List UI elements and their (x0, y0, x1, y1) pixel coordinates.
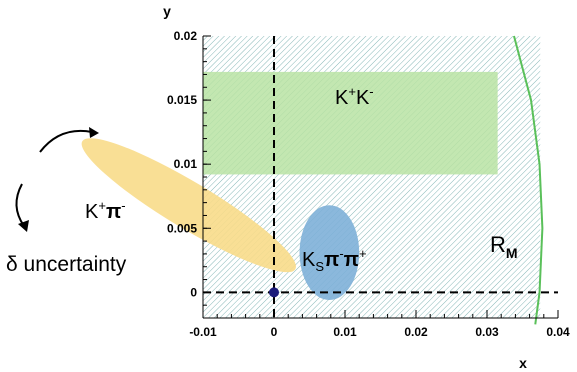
y-tick-label: 0.005 (167, 221, 197, 235)
y-tick-label: 0.01 (174, 157, 198, 171)
uncertainty-label: δ uncertainty (6, 253, 127, 276)
x-tick-label: 0.03 (475, 325, 499, 339)
rotation-arrow-left (15, 183, 25, 227)
rm-label: RM (490, 232, 518, 261)
rotation-arrow-left-head (18, 220, 29, 232)
y-tick-label: 0.015 (167, 93, 197, 107)
y-tick-label: 0 (190, 285, 197, 299)
x-tick-label: 0.02 (404, 325, 428, 339)
x-tick-label: 0.04 (546, 325, 570, 339)
y-axis-label: y (163, 3, 171, 19)
x-tick-label: -0.01 (189, 325, 217, 339)
rotation-arrow-top (39, 130, 93, 153)
rotation-arrows (15, 127, 99, 232)
kspipi-ellipse (299, 205, 360, 301)
y-tick-label: 0.02 (174, 29, 198, 43)
kk-label: K+K- (335, 84, 374, 109)
x-tick-label: 0 (271, 325, 278, 339)
tick-group: 0 0.005 0.01 0.015 0.02 -0.01 0 0.01 0.02 0.03 0.0… (167, 29, 570, 339)
kpi-ellipse (81, 138, 296, 273)
kspipi-label: KSπ-π+ (302, 246, 367, 274)
x-axis-label: x (519, 355, 527, 371)
kpi-label: K+π- (85, 198, 126, 223)
central-point (269, 287, 279, 298)
kk-band (203, 71, 498, 175)
rotation-arrow-top-head (89, 127, 99, 138)
x-tick-label: 0.01 (333, 325, 357, 339)
rm-curve (513, 35, 544, 325)
